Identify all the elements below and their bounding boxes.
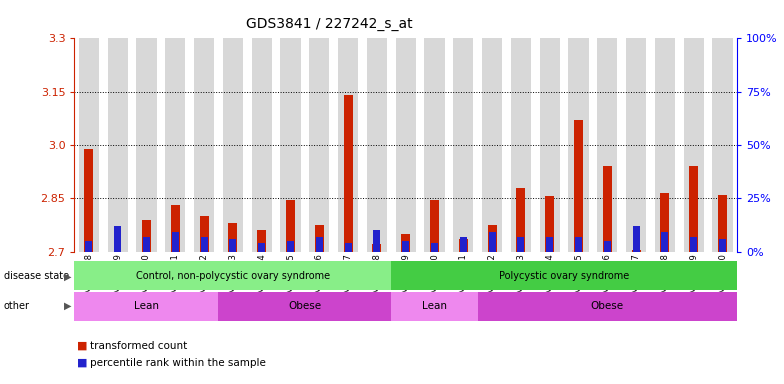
Bar bbox=[391, 292, 477, 321]
Bar bbox=[632, 250, 641, 252]
Text: percentile rank within the sample: percentile rank within the sample bbox=[90, 358, 266, 368]
Bar bbox=[684, 38, 704, 252]
Bar bbox=[143, 237, 150, 252]
Bar bbox=[372, 244, 382, 252]
Bar bbox=[430, 200, 439, 252]
Bar bbox=[713, 38, 732, 252]
Bar bbox=[281, 38, 300, 252]
Bar bbox=[286, 200, 295, 252]
Bar bbox=[517, 188, 525, 252]
Bar bbox=[690, 237, 697, 252]
Bar bbox=[107, 38, 128, 252]
Text: Control, non-polycystic ovary syndrome: Control, non-polycystic ovary syndrome bbox=[136, 270, 330, 281]
Bar bbox=[252, 38, 272, 252]
Bar bbox=[373, 230, 380, 252]
Bar bbox=[477, 292, 737, 321]
Bar bbox=[488, 232, 495, 252]
Bar bbox=[287, 241, 294, 252]
Bar bbox=[85, 241, 93, 252]
Bar bbox=[171, 205, 180, 252]
Bar bbox=[228, 223, 238, 252]
Text: ■: ■ bbox=[77, 341, 87, 351]
Bar bbox=[85, 149, 93, 252]
Text: transformed count: transformed count bbox=[90, 341, 187, 351]
Text: Obese: Obese bbox=[591, 301, 624, 311]
Bar bbox=[257, 230, 267, 252]
Bar bbox=[258, 243, 265, 252]
Bar bbox=[626, 38, 646, 252]
Bar bbox=[604, 241, 611, 252]
Text: GDS3841 / 227242_s_at: GDS3841 / 227242_s_at bbox=[246, 17, 412, 31]
Bar bbox=[338, 38, 358, 252]
Bar bbox=[201, 237, 208, 252]
Text: Lean: Lean bbox=[134, 301, 159, 311]
Bar bbox=[597, 38, 618, 252]
Bar bbox=[223, 38, 243, 252]
Bar bbox=[194, 38, 214, 252]
Bar bbox=[401, 234, 410, 252]
Bar bbox=[142, 220, 151, 252]
Bar bbox=[219, 292, 391, 321]
Bar bbox=[314, 225, 324, 252]
Bar bbox=[200, 216, 209, 252]
Text: ▶: ▶ bbox=[64, 301, 72, 311]
Bar bbox=[316, 237, 323, 252]
Bar bbox=[660, 193, 670, 252]
Bar bbox=[568, 38, 589, 252]
Bar bbox=[74, 292, 219, 321]
Text: disease state: disease state bbox=[4, 271, 69, 281]
Bar bbox=[459, 237, 466, 252]
Bar bbox=[575, 237, 582, 252]
Bar bbox=[367, 38, 387, 252]
Bar bbox=[655, 38, 675, 252]
Bar bbox=[424, 38, 445, 252]
Bar bbox=[74, 261, 391, 290]
Bar bbox=[574, 120, 583, 252]
Bar bbox=[459, 239, 468, 252]
Bar bbox=[165, 38, 185, 252]
Bar bbox=[396, 38, 416, 252]
Bar bbox=[482, 38, 503, 252]
Bar bbox=[79, 38, 99, 252]
Text: ▶: ▶ bbox=[64, 271, 72, 281]
Bar bbox=[345, 243, 352, 252]
Bar bbox=[719, 239, 726, 252]
Bar bbox=[172, 232, 179, 252]
Bar bbox=[453, 38, 474, 252]
Bar bbox=[230, 239, 237, 252]
Bar bbox=[662, 232, 669, 252]
Bar bbox=[488, 225, 497, 252]
Bar bbox=[539, 38, 560, 252]
Bar bbox=[718, 195, 727, 252]
Bar bbox=[511, 38, 531, 252]
Bar bbox=[309, 38, 329, 252]
Text: Polycystic ovary syndrome: Polycystic ovary syndrome bbox=[499, 270, 630, 281]
Bar bbox=[136, 38, 157, 252]
Bar bbox=[546, 237, 554, 252]
Bar bbox=[689, 166, 699, 252]
Text: Lean: Lean bbox=[422, 301, 447, 311]
Text: other: other bbox=[4, 301, 30, 311]
Bar bbox=[402, 241, 409, 252]
Text: Obese: Obese bbox=[289, 301, 321, 311]
Bar bbox=[633, 226, 640, 252]
Bar bbox=[391, 261, 737, 290]
Bar bbox=[603, 166, 612, 252]
Text: ■: ■ bbox=[77, 358, 87, 368]
Bar bbox=[517, 237, 524, 252]
Bar bbox=[431, 243, 438, 252]
Bar bbox=[343, 95, 353, 252]
Bar bbox=[114, 226, 122, 252]
Bar bbox=[545, 197, 554, 252]
